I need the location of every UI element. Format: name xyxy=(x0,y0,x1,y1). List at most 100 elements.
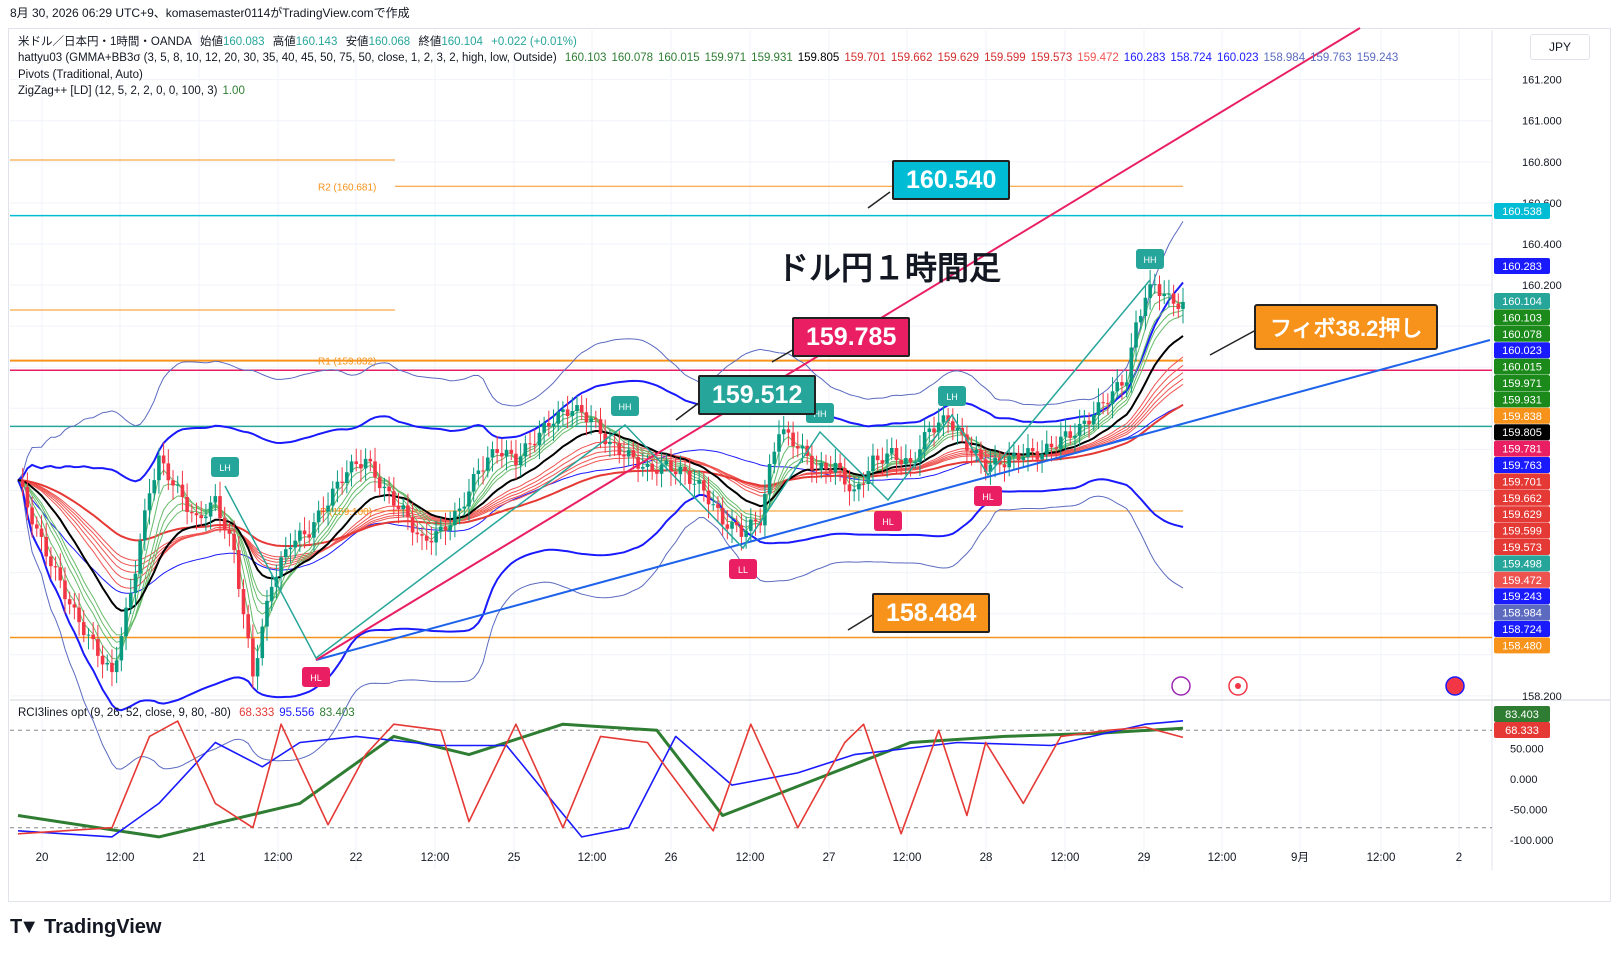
legend-indicator1-value: 158.724 xyxy=(1170,52,1212,64)
candle-body xyxy=(1049,443,1054,448)
candle-body xyxy=(941,415,946,423)
candle-body xyxy=(255,658,260,677)
candle-body xyxy=(500,452,504,457)
candle-body xyxy=(190,512,194,514)
candle-body xyxy=(119,636,124,661)
candle-body xyxy=(241,588,246,615)
candle-body xyxy=(1120,382,1124,386)
candle-body xyxy=(1167,293,1171,295)
candle-body xyxy=(448,525,452,531)
candle-body xyxy=(1171,293,1176,304)
currency-button[interactable]: JPY xyxy=(1530,34,1590,60)
candle-body xyxy=(443,526,448,531)
legend-indicator1-value: 160.103 xyxy=(564,52,607,64)
candle-body xyxy=(91,634,95,640)
candle-body xyxy=(763,493,767,526)
candle-body xyxy=(650,463,654,470)
candle-body xyxy=(626,450,631,457)
price-tag-text: 159.599 xyxy=(1502,526,1542,538)
candle-body xyxy=(302,530,307,535)
bb-upper-3 xyxy=(17,221,1184,481)
candle-body xyxy=(795,445,800,449)
rci-axis-tick: 0.000 xyxy=(1510,774,1538,786)
candle-body xyxy=(1087,420,1091,425)
rci-tag-text: 83.403 xyxy=(1505,709,1539,721)
legend-open: 160.083 xyxy=(223,36,265,48)
candle-body xyxy=(922,432,927,450)
candle-body xyxy=(157,455,161,481)
candle-body xyxy=(819,462,824,471)
candle-body xyxy=(1073,435,1077,438)
legend-rci: RCI3lines opt (9, 26, 52, close, 9, 80, … xyxy=(18,707,231,719)
candle-body xyxy=(72,604,77,608)
candle-body xyxy=(1002,464,1007,468)
zigzag-label: LH xyxy=(946,392,958,402)
legend-indicator1-value: 159.763 xyxy=(1310,52,1352,64)
candle-body xyxy=(279,557,283,577)
candle-body xyxy=(434,531,438,543)
candle-body xyxy=(565,409,570,416)
callout-158-484: 158.484 xyxy=(872,593,991,633)
callout-159-785: 159.785 xyxy=(792,317,911,357)
candle-body xyxy=(1157,284,1162,297)
candle-body xyxy=(373,461,377,478)
candle-body xyxy=(406,505,410,518)
candle-body xyxy=(570,411,575,416)
candle-body xyxy=(1138,316,1143,323)
candle-body xyxy=(504,449,509,457)
candle-body xyxy=(598,419,603,434)
legend-symbol: 米ドル／日本円・1時間・OANDA xyxy=(18,36,192,48)
time-axis-tick: 9月 xyxy=(1291,852,1309,864)
price-tag xyxy=(1494,588,1550,605)
candle-body xyxy=(509,449,514,454)
candle-body xyxy=(143,510,147,541)
candle-body xyxy=(711,504,716,506)
candle-body xyxy=(842,468,847,485)
price-tag xyxy=(1494,293,1550,309)
candle-body xyxy=(1059,436,1063,449)
candle-body xyxy=(1040,454,1044,460)
legend-rci-values: 68.333 95.556 83.403 xyxy=(239,707,360,719)
candle-body xyxy=(147,493,152,511)
time-axis-tick: 12:00 xyxy=(264,852,293,864)
price-tag-text: 159.931 xyxy=(1502,394,1542,406)
candle-body xyxy=(918,449,922,463)
candle-body xyxy=(659,464,664,474)
candle-body xyxy=(951,421,955,431)
grid xyxy=(10,30,1492,870)
candle-body xyxy=(208,502,213,517)
candle-body xyxy=(861,483,866,485)
gmma-long-35 xyxy=(17,364,1184,581)
chart-header-timestamp: 8月 30, 2026 06:29 UTC+9、komasemaster0114… xyxy=(10,6,410,20)
candle-body xyxy=(110,662,114,673)
candle-body xyxy=(128,592,133,608)
price-tag xyxy=(1494,457,1550,473)
candle-body xyxy=(1030,448,1035,452)
candle-body xyxy=(753,519,758,522)
candle-body xyxy=(988,464,993,472)
candle-body xyxy=(974,449,979,454)
tradingview-logo[interactable]: T▼ TradingView xyxy=(10,916,162,938)
price-axis-tick: 160.200 xyxy=(1522,280,1562,292)
price-tag-text: 160.103 xyxy=(1502,312,1542,324)
zigzag-marker xyxy=(729,559,757,579)
price-tag xyxy=(1494,375,1550,391)
rci-panel: 50.000 0.000 -50.000 -100.000 83.403 68.333 xyxy=(10,706,1553,847)
time-axis-tick: 12:00 xyxy=(578,852,607,864)
candle-body xyxy=(288,547,293,550)
candle-body xyxy=(744,530,748,537)
price-tag xyxy=(1494,424,1550,441)
candle-body xyxy=(1068,431,1073,438)
candle-body xyxy=(476,470,481,475)
rci-short-line xyxy=(17,720,1184,835)
candle-body xyxy=(561,409,565,412)
candle-body xyxy=(706,490,711,505)
candle-body xyxy=(523,443,528,457)
legend-indicator1-value: 158.984 xyxy=(1263,52,1306,64)
event-lightning-icon xyxy=(1171,676,1191,696)
candle-body xyxy=(518,456,523,466)
price-tag-text: 158.984 xyxy=(1502,608,1542,620)
candle-body xyxy=(471,474,476,492)
rci-axis-tick: 50.000 xyxy=(1510,744,1544,756)
